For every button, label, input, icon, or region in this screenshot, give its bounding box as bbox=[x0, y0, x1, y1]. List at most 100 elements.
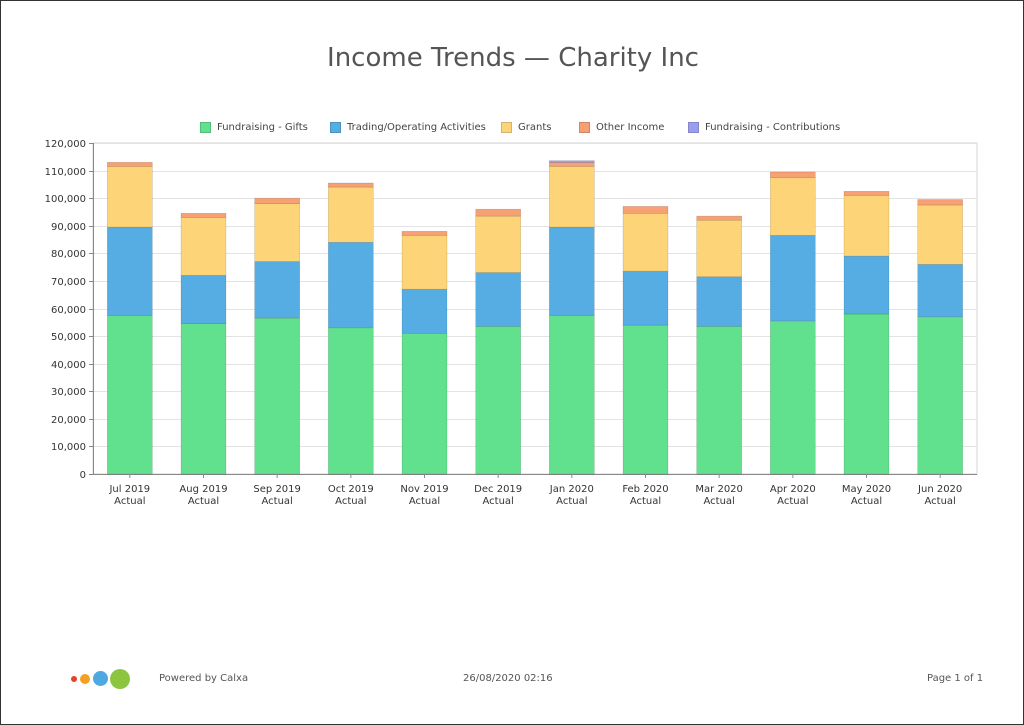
legend-item-other-income: Other Income bbox=[579, 122, 664, 133]
bar-segment bbox=[769, 235, 816, 322]
x-tick-label: Jun 2020 bbox=[917, 484, 962, 495]
x-tick-label: Actual bbox=[851, 496, 882, 507]
bar-segment bbox=[180, 275, 227, 324]
x-tick-label: Actual bbox=[630, 496, 661, 507]
x-tick-label: Feb 2020 bbox=[622, 484, 668, 495]
bar-segment bbox=[327, 182, 374, 188]
x-tick-label: Actual bbox=[483, 496, 514, 507]
x-tick-label: Apr 2020 bbox=[770, 484, 816, 495]
legend-item-fundraising-contributions: Fundraising - Contributions bbox=[688, 122, 840, 133]
legend-label: Fundraising - Contributions bbox=[705, 122, 841, 133]
legend-swatch bbox=[501, 122, 512, 133]
legend-swatch bbox=[200, 122, 211, 133]
powered-by-text: Powered by Calxa bbox=[159, 673, 249, 684]
bar-segment bbox=[843, 313, 890, 475]
x-tick-label: Jul 2019 bbox=[108, 484, 150, 495]
legend-swatch bbox=[579, 122, 590, 133]
x-tick-label: Mar 2020 bbox=[695, 484, 743, 495]
y-tick-label: 20,000 bbox=[51, 415, 86, 426]
y-tick-label: 30,000 bbox=[51, 387, 86, 398]
bar-segment bbox=[254, 197, 300, 204]
bar-segment bbox=[548, 162, 595, 167]
x-tick-label: Oct 2019 bbox=[328, 484, 374, 495]
bar-segment bbox=[180, 217, 227, 276]
legend-swatch bbox=[330, 122, 341, 133]
y-tick-label: 110,000 bbox=[45, 167, 86, 178]
bar-segment bbox=[548, 160, 595, 163]
bar-segment bbox=[548, 315, 595, 475]
bar-segment bbox=[696, 219, 743, 277]
legend-item-fundraising-gifts: Fundraising - Gifts bbox=[200, 122, 308, 133]
bar-segment bbox=[327, 186, 374, 243]
bar-segment bbox=[401, 231, 448, 236]
y-tick-label: 100,000 bbox=[45, 194, 86, 205]
bar-segment bbox=[475, 208, 522, 217]
bar-segment bbox=[327, 242, 374, 329]
legend-item-trading-operating: Trading/Operating Activities bbox=[330, 122, 486, 133]
bar-segment bbox=[475, 215, 522, 273]
bar-segment bbox=[401, 288, 448, 334]
bar-segment bbox=[769, 177, 816, 236]
bar-segment bbox=[769, 171, 816, 178]
bar-segment bbox=[696, 276, 743, 327]
legend-label: Fundraising - Gifts bbox=[217, 122, 308, 133]
legend-swatch bbox=[688, 122, 699, 133]
bar-segment bbox=[327, 327, 374, 475]
logo-dot bbox=[71, 676, 77, 682]
chart-title: Income Trends — Charity Inc bbox=[327, 43, 699, 73]
bar-segment bbox=[107, 315, 153, 475]
bar-segment bbox=[254, 317, 300, 475]
bar-segment bbox=[107, 166, 153, 228]
bar-segment bbox=[843, 195, 890, 257]
y-tick-label: 50,000 bbox=[51, 332, 86, 343]
y-tick-label: 0 bbox=[80, 470, 86, 481]
bar-segment bbox=[622, 324, 669, 475]
bar-segment bbox=[622, 206, 669, 214]
y-tick-label: 70,000 bbox=[51, 277, 86, 288]
logo-dot bbox=[80, 674, 90, 684]
logo-dot bbox=[93, 671, 108, 686]
x-tick-label: Actual bbox=[925, 496, 956, 507]
bar-segment bbox=[548, 166, 595, 228]
bar-segment bbox=[107, 226, 153, 316]
bar-segment bbox=[254, 261, 300, 319]
bar-segment bbox=[548, 226, 595, 316]
bar-segment bbox=[401, 235, 448, 290]
legend-label: Trading/Operating Activities bbox=[347, 122, 486, 133]
bar-segment bbox=[917, 264, 964, 318]
x-tick-label: Actual bbox=[188, 496, 219, 507]
x-tick-label: Actual bbox=[777, 496, 808, 507]
bar-segment bbox=[254, 203, 300, 262]
bar-segment bbox=[917, 199, 964, 206]
page-number: Page 1 of 1 bbox=[927, 673, 984, 684]
bar-segment bbox=[843, 255, 890, 315]
logo-dot bbox=[110, 669, 130, 689]
x-tick-label: Actual bbox=[409, 496, 440, 507]
bar-segment bbox=[843, 191, 890, 196]
x-tick-label: May 2020 bbox=[842, 484, 891, 495]
x-tick-label: Aug 2019 bbox=[179, 484, 227, 495]
x-tick-label: Actual bbox=[335, 496, 366, 507]
y-tick-label: 10,000 bbox=[51, 442, 86, 453]
y-tick-label: 60,000 bbox=[51, 305, 86, 316]
calxa-logo bbox=[71, 669, 135, 689]
x-tick-label: Jan 2020 bbox=[549, 484, 594, 495]
bar-segment bbox=[622, 213, 669, 272]
x-tick-label: Actual bbox=[704, 496, 735, 507]
legend-label: Other Income bbox=[596, 122, 665, 133]
bar-segment bbox=[917, 316, 964, 475]
legend-item-grants: Grants bbox=[501, 122, 551, 133]
x-tick-label: Nov 2019 bbox=[400, 484, 448, 495]
bar-chart: 0 10,000 20,000 30,000 40,000 50,000 60,000 70,… bbox=[45, 139, 978, 507]
bar-segment bbox=[622, 270, 669, 326]
y-tick-label: 40,000 bbox=[51, 360, 86, 371]
x-tick-label: Actual bbox=[114, 496, 145, 507]
y-tick-label: 80,000 bbox=[51, 249, 86, 260]
x-tick-label: Dec 2019 bbox=[474, 484, 522, 495]
y-tick-label: 90,000 bbox=[51, 222, 86, 233]
bar-segment bbox=[696, 215, 743, 221]
y-tick-label: 120,000 bbox=[45, 139, 86, 150]
x-tick-label: Actual bbox=[262, 496, 293, 507]
bar-segment bbox=[107, 162, 153, 167]
